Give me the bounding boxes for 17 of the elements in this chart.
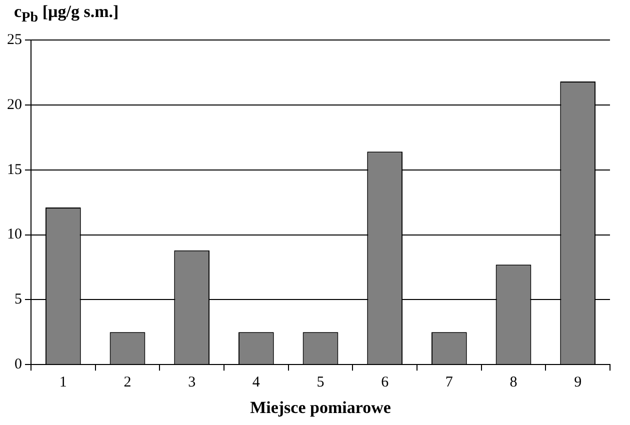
x-tick-label: 6	[381, 374, 390, 391]
x-tick-label: 7	[445, 374, 454, 391]
y-tick-label: 15	[7, 162, 22, 178]
x-axis-title: Miejsce pomiarowe	[250, 398, 392, 418]
y-tick-label: 0	[14, 356, 22, 373]
y-tick-label: 5	[14, 292, 22, 308]
x-tick-label: 1	[59, 374, 67, 391]
y-tick-label: 10	[7, 226, 22, 243]
y-tick-label: 20	[7, 96, 22, 113]
x-tick-label: 5	[316, 374, 324, 391]
x-tick-label: 4	[252, 374, 260, 391]
x-tick-label: 2	[124, 374, 132, 391]
y-axis-title: c$_{Pb}$ [µg/g s.m.]	[14, 2, 119, 26]
x-tick-label: 9	[574, 374, 582, 391]
x-tick-label: 8	[510, 374, 518, 391]
x-tick-label: 3	[188, 374, 196, 391]
y-tick-label: 25	[7, 32, 22, 48]
